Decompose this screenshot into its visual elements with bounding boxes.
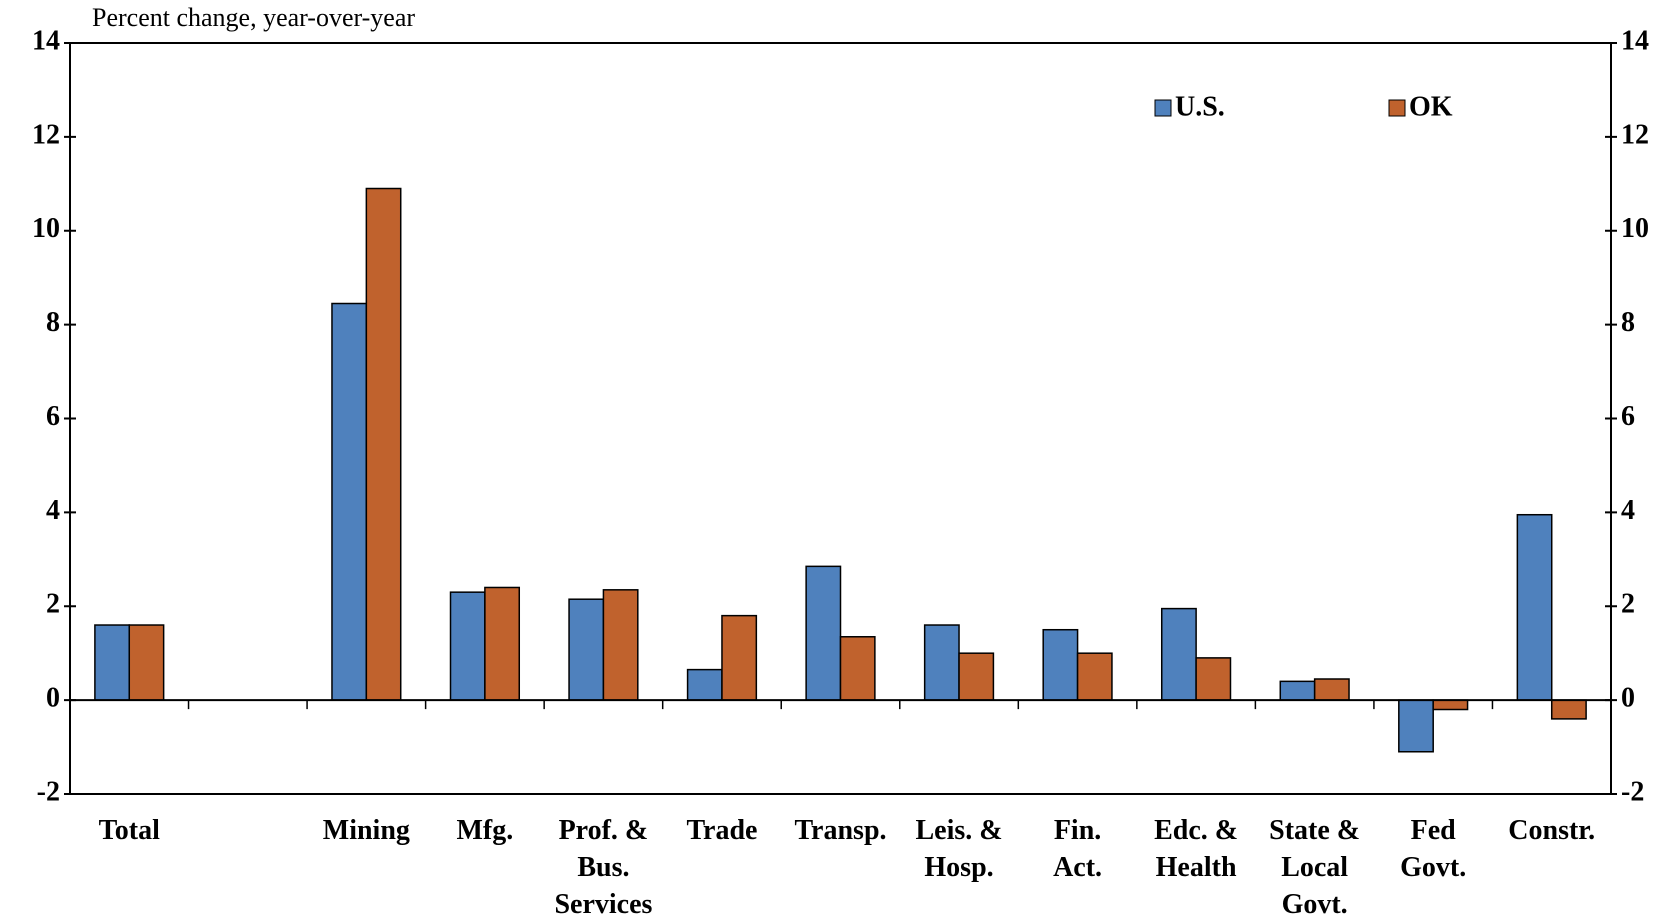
x-tick-label: Leis. & Hosp. <box>915 815 1003 883</box>
bar <box>805 565 842 701</box>
bar <box>1516 513 1553 701</box>
y-tick-label: 10 <box>32 213 60 244</box>
y2-tick-label: -2 <box>1621 776 1644 807</box>
bar <box>331 302 368 701</box>
x-tick-label: Transp. <box>794 815 887 846</box>
y-tick-label: 12 <box>32 119 60 150</box>
y2-tick-label: 6 <box>1621 401 1635 432</box>
bar <box>1076 652 1113 701</box>
bar <box>449 591 486 701</box>
x-tick-label: Prof. & Bus. Services <box>554 815 653 920</box>
y-tick-label: 14 <box>32 25 60 56</box>
bar <box>1313 678 1350 701</box>
y2-tick-label: 12 <box>1621 119 1649 150</box>
bar <box>839 636 876 701</box>
y2-tick-label: 8 <box>1621 307 1635 338</box>
bar <box>1398 699 1434 753</box>
x-tick-label: Total <box>98 815 160 846</box>
y-tick-label: 2 <box>46 589 60 620</box>
bar <box>602 589 639 701</box>
x-tick-label: Fed Govt. <box>1400 815 1467 883</box>
y-tick-label: -2 <box>37 776 60 807</box>
x-tick-label: Mfg. <box>456 815 514 846</box>
y-tick-label: 4 <box>46 495 60 526</box>
x-tick-label: Mining <box>322 815 410 846</box>
x-tick-label: Edc. & Health <box>1154 815 1239 883</box>
x-tick-label: Fin. Act. <box>1053 815 1103 883</box>
bar <box>1042 628 1079 701</box>
y-tick-label: 6 <box>46 401 60 432</box>
y-tick-label: 0 <box>46 683 60 714</box>
legend-label: U.S. <box>1175 91 1225 122</box>
y2-tick-label: 0 <box>1621 683 1635 714</box>
x-tick-label: State & Local Govt. <box>1269 815 1361 920</box>
bar <box>958 652 995 701</box>
bar <box>1195 657 1232 701</box>
y2-tick-label: 4 <box>1621 495 1635 526</box>
bar <box>923 624 960 701</box>
x-tick-label: Constr. <box>1508 815 1596 846</box>
bar <box>128 624 165 701</box>
y2-tick-label: 14 <box>1621 25 1649 56</box>
y-tick-label: 8 <box>46 307 60 338</box>
y-axis-label: Percent change, year-over-year <box>92 3 415 32</box>
legend-label: OK <box>1409 91 1453 122</box>
x-tick-label: Trade <box>686 815 758 846</box>
bar <box>1160 607 1197 701</box>
bar <box>1432 699 1469 711</box>
bar <box>365 187 402 701</box>
bar <box>686 668 723 701</box>
bar <box>1279 680 1316 701</box>
legend-swatch <box>1154 99 1172 117</box>
bar <box>94 624 131 701</box>
y2-tick-label: 2 <box>1621 589 1635 620</box>
bar <box>721 614 758 701</box>
y2-tick-label: 10 <box>1621 213 1649 244</box>
bar <box>1550 699 1587 720</box>
bar <box>568 598 605 701</box>
bar <box>484 586 521 701</box>
legend-swatch <box>1388 99 1406 117</box>
